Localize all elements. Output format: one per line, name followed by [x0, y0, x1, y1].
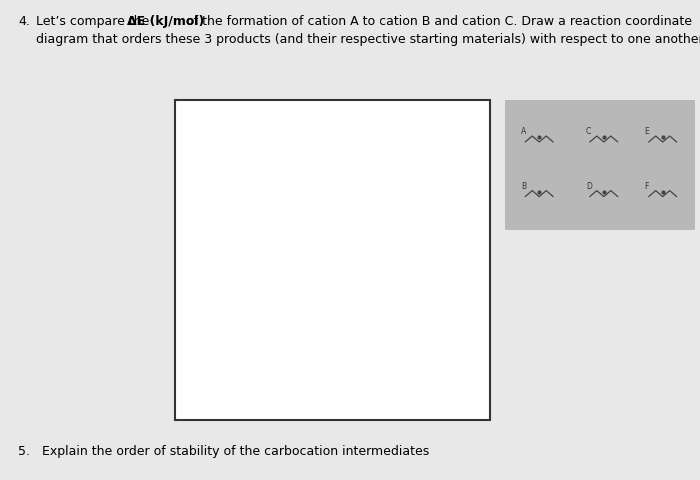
- Text: 4.: 4.: [18, 15, 30, 28]
- Text: of the formation of cation A to cation B and cation C. Draw a reaction coordinat: of the formation of cation A to cation B…: [183, 15, 692, 28]
- Bar: [505, 100, 695, 230]
- Text: Let’s compare the: Let’s compare the: [36, 15, 153, 28]
- Text: E: E: [645, 127, 650, 136]
- Text: D: D: [586, 181, 592, 191]
- Text: ΔE (kJ/mol): ΔE (kJ/mol): [127, 15, 204, 28]
- Text: F: F: [645, 181, 649, 191]
- Bar: [175, 100, 490, 420]
- Text: B: B: [522, 181, 526, 191]
- Text: A: A: [522, 127, 526, 136]
- Text: 5.   Explain the order of stability of the carbocation intermediates: 5. Explain the order of stability of the…: [18, 445, 429, 458]
- Text: C: C: [586, 127, 591, 136]
- Text: diagram that orders these 3 products (and their respective starting materials) w: diagram that orders these 3 products (an…: [36, 33, 700, 46]
